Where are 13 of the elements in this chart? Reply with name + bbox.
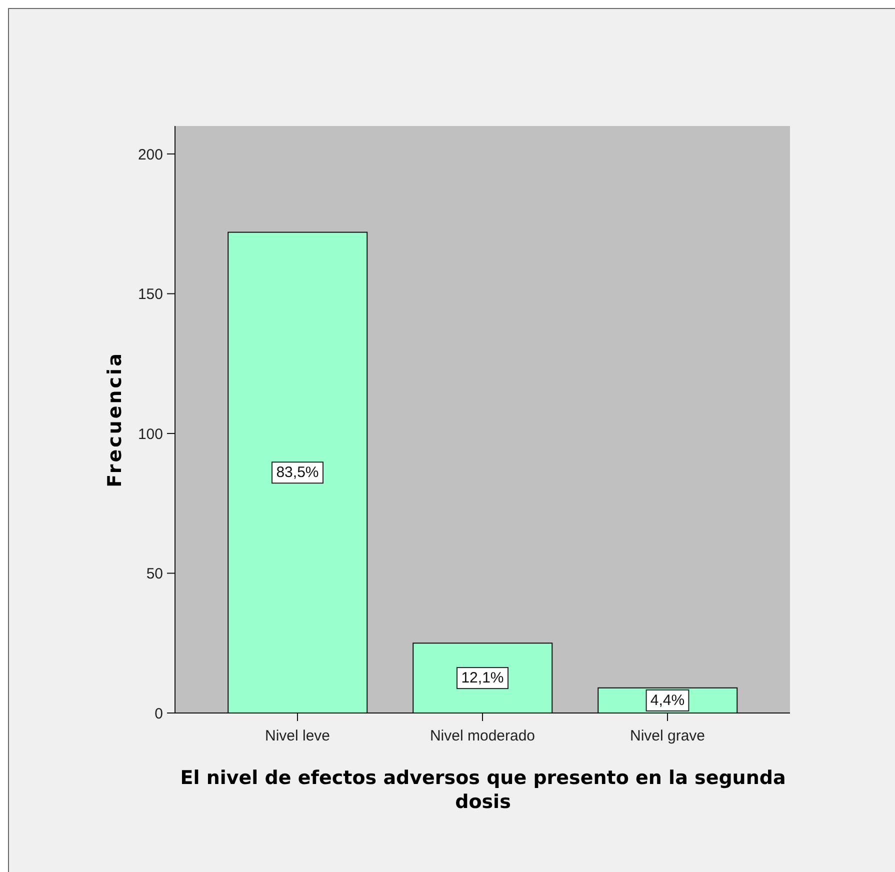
- y-tick-label: 150: [138, 286, 163, 304]
- annotation: 12,1%: [461, 670, 504, 687]
- annotation: 4,4%: [650, 692, 685, 709]
- x-tick-label: Nivel leve: [264, 728, 330, 745]
- y-tick-label: 100: [138, 426, 163, 443]
- x-axis-title: El nivel de efectos adversos que presento en la segunda dosis: [179, 766, 787, 814]
- y-tick-label: 50: [146, 566, 163, 583]
- x-tick-label: Nivel moderado: [430, 728, 536, 745]
- y-axis-title: Frecuencia: [104, 352, 126, 488]
- annotation: 83,5%: [276, 464, 319, 482]
- y-tick-label: 0: [154, 705, 163, 722]
- x-tick-label: Nivel grave: [630, 728, 706, 745]
- y-tick-label: 200: [138, 146, 163, 164]
